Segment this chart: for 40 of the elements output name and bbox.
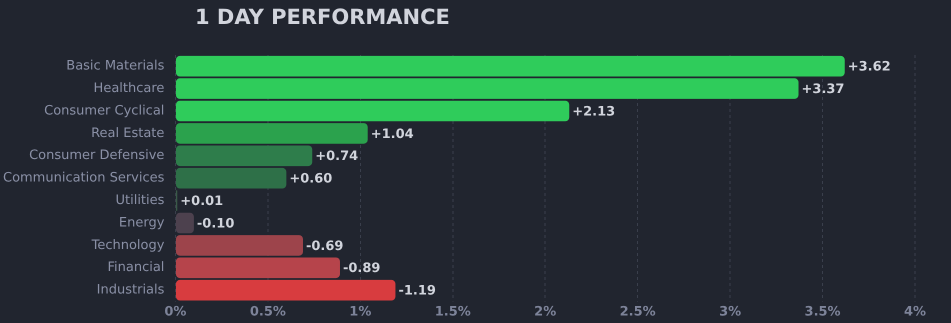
x-tick-label: 2% [534,304,556,320]
y-tick-label: Basic Materials [66,58,165,74]
x-tick-label: 3.5% [804,304,841,320]
y-tick-label: Real Estate [91,126,164,141]
x-tick-label: 0% [164,304,186,320]
bar [176,56,845,77]
bar [176,123,368,144]
data-label: +0.60 [289,172,332,187]
data-label: +3.37 [802,82,844,97]
y-tick-label: Energy [118,215,165,230]
data-label: +0.74 [315,149,358,164]
data-label: -0.89 [342,261,380,276]
x-tick-label: 4% [904,304,926,320]
data-label: +0.01 [180,194,224,209]
bar [176,212,194,234]
y-tick-label: Industrials [96,282,165,298]
bar [176,280,396,301]
y-tick-label: Communication Services [2,170,165,186]
data-label: +1.04 [370,126,414,142]
bar [176,168,286,189]
x-tick-label: 2.5% [620,304,656,320]
y-tick-label: Healthcare [94,80,164,96]
bar [176,145,312,166]
data-label: +3.62 [848,60,891,75]
y-tick-label: Consumer Cyclical [44,103,164,118]
x-tick-label: 3% [719,304,742,320]
y-tick-label: Financial [107,260,164,276]
y-tick-label: Technology [90,238,165,253]
x-tick-label: 0.5% [250,304,286,320]
data-label: -0.10 [196,216,234,232]
chart-title: 1 DAY PERFORMANCE [195,5,450,29]
bar [176,235,303,256]
bar [176,257,340,278]
data-label: +2.13 [572,104,616,120]
x-tick-label: 1% [349,304,372,320]
data-label: -0.69 [306,238,344,254]
y-tick-label: Consumer Defensive [29,148,164,164]
data-label: -1.19 [398,284,436,299]
x-tick-label: 1.5% [434,304,471,320]
y-tick-label: Utilities [115,192,165,208]
